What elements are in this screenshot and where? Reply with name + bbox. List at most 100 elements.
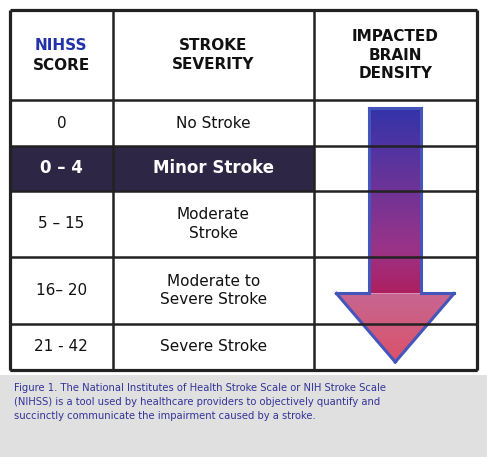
Bar (112, 324, 314, 370)
Bar (369, 130, 421, 131)
Bar (10, 324, 112, 370)
Bar (369, 286, 421, 287)
Bar (369, 236, 421, 237)
Bar (369, 281, 421, 282)
Text: Moderate
Stroke: Moderate Stroke (177, 207, 250, 241)
Bar (369, 123, 421, 124)
Bar (369, 194, 421, 195)
Bar (369, 173, 421, 174)
Bar (369, 259, 421, 260)
Bar (369, 156, 421, 157)
Bar (369, 255, 421, 256)
Bar (369, 285, 421, 286)
Bar (369, 188, 421, 189)
Bar (369, 226, 421, 227)
Bar (369, 275, 421, 276)
Bar (369, 230, 421, 231)
Bar (369, 269, 421, 270)
Bar (369, 202, 421, 203)
Bar (369, 139, 421, 140)
Bar (10, 100, 112, 146)
Bar (369, 183, 421, 184)
Bar (112, 146, 314, 191)
Bar (369, 185, 421, 186)
Bar (369, 253, 421, 254)
Bar (369, 154, 421, 155)
Bar (369, 228, 421, 229)
Bar (369, 182, 421, 183)
Bar (369, 257, 421, 258)
Bar (369, 283, 421, 284)
Bar (369, 288, 421, 289)
Bar (369, 141, 421, 142)
Bar (369, 118, 421, 119)
Bar (369, 229, 421, 230)
Bar (369, 254, 421, 255)
Bar (369, 256, 421, 257)
Bar (369, 219, 421, 220)
Bar (369, 124, 421, 125)
Bar (369, 155, 421, 156)
Bar (369, 134, 421, 135)
Bar (369, 249, 421, 250)
Bar (369, 231, 421, 232)
Bar (369, 125, 421, 126)
Bar (369, 244, 421, 245)
Bar (369, 233, 421, 234)
Bar (369, 214, 421, 215)
Bar (369, 162, 421, 163)
Bar (369, 270, 421, 271)
Bar (314, 146, 477, 191)
Text: STROKE
SEVERITY: STROKE SEVERITY (172, 38, 254, 72)
Bar (369, 225, 421, 226)
Bar (369, 129, 421, 130)
Bar (369, 218, 421, 219)
Bar (369, 128, 421, 129)
Bar (369, 262, 421, 263)
Bar (369, 291, 421, 292)
Bar (369, 268, 421, 269)
Bar (369, 151, 421, 152)
Bar (369, 180, 421, 181)
Bar (10, 10, 112, 100)
Bar (314, 191, 477, 257)
Bar (369, 217, 421, 218)
Bar (369, 289, 421, 290)
Bar (369, 274, 421, 275)
Text: 0 – 4: 0 – 4 (40, 159, 83, 177)
Bar (369, 205, 421, 206)
Bar (369, 172, 421, 173)
Bar (369, 136, 421, 137)
Bar (369, 113, 421, 114)
Text: Moderate to
Severe Stroke: Moderate to Severe Stroke (160, 274, 267, 307)
Bar (369, 110, 421, 111)
Bar (314, 324, 477, 370)
Bar (369, 272, 421, 273)
Bar (369, 241, 421, 242)
Bar (369, 153, 421, 154)
Bar (369, 271, 421, 272)
Bar (369, 109, 421, 110)
Bar (369, 203, 421, 204)
Bar (369, 235, 421, 236)
Bar (369, 166, 421, 167)
Bar (112, 100, 314, 146)
Bar (369, 167, 421, 168)
Bar (369, 133, 421, 134)
Bar (369, 142, 421, 143)
Bar (369, 252, 421, 253)
Bar (369, 210, 421, 211)
Bar (369, 227, 421, 228)
Bar (369, 179, 421, 180)
Bar (369, 178, 421, 179)
Bar (369, 189, 421, 190)
Bar (369, 290, 421, 291)
Bar (369, 239, 421, 240)
Bar (369, 175, 421, 176)
Text: No Stroke: No Stroke (176, 116, 250, 131)
Bar (369, 184, 421, 185)
Bar (369, 131, 421, 132)
Bar (369, 245, 421, 246)
Bar (369, 197, 421, 198)
Text: 16– 20: 16– 20 (36, 283, 87, 298)
